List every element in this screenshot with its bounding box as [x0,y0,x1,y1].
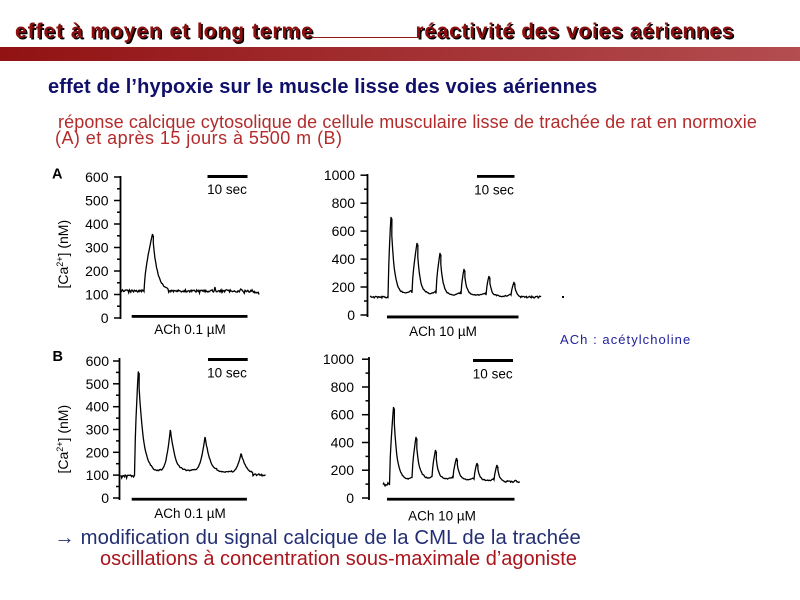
svg-text:400: 400 [332,251,356,267]
svg-text:10 sec: 10 sec [474,183,514,198]
svg-text:600: 600 [332,223,356,239]
svg-text:200: 200 [331,462,355,478]
svg-text:ACh 0.1 µM: ACh 0.1 µM [154,322,226,337]
svg-text:600: 600 [331,407,355,423]
svg-text:10 sec: 10 sec [473,367,513,382]
svg-text:800: 800 [331,379,355,395]
svg-text:[Ca2+] (nM): [Ca2+] (nM) [55,220,71,289]
svg-text:1000: 1000 [324,167,355,183]
svg-text:ACh 10 µM: ACh 10 µM [409,324,477,339]
svg-text:B: B [53,349,63,365]
svg-text:800: 800 [332,195,356,211]
svg-text:600: 600 [86,353,110,369]
svg-text:400: 400 [331,435,355,451]
svg-text:600: 600 [85,169,109,185]
svg-text:1000: 1000 [323,351,354,367]
svg-text:200: 200 [86,444,110,460]
svg-text:200: 200 [85,263,109,279]
svg-text:0: 0 [346,490,354,506]
svg-text:400: 400 [85,216,109,232]
svg-text:500: 500 [86,376,110,392]
svg-text:0: 0 [101,490,109,506]
svg-text:[Ca2+] (nM): [Ca2+] (nM) [55,405,71,474]
svg-text:500: 500 [85,193,109,209]
svg-text:A: A [52,167,63,183]
svg-text:0: 0 [347,307,355,323]
svg-text:200: 200 [332,279,356,295]
svg-text:ACh 10 µM: ACh 10 µM [408,509,476,524]
svg-text:0: 0 [101,310,109,326]
svg-text:ACh 0.1 µM: ACh 0.1 µM [154,506,226,521]
svg-text:100: 100 [86,467,110,483]
svg-text:10 sec: 10 sec [207,366,247,381]
svg-text:10 sec: 10 sec [207,182,247,197]
svg-text:400: 400 [86,399,110,415]
svg-text:100: 100 [85,287,109,303]
svg-text:300: 300 [85,240,109,256]
svg-text:300: 300 [86,422,110,438]
